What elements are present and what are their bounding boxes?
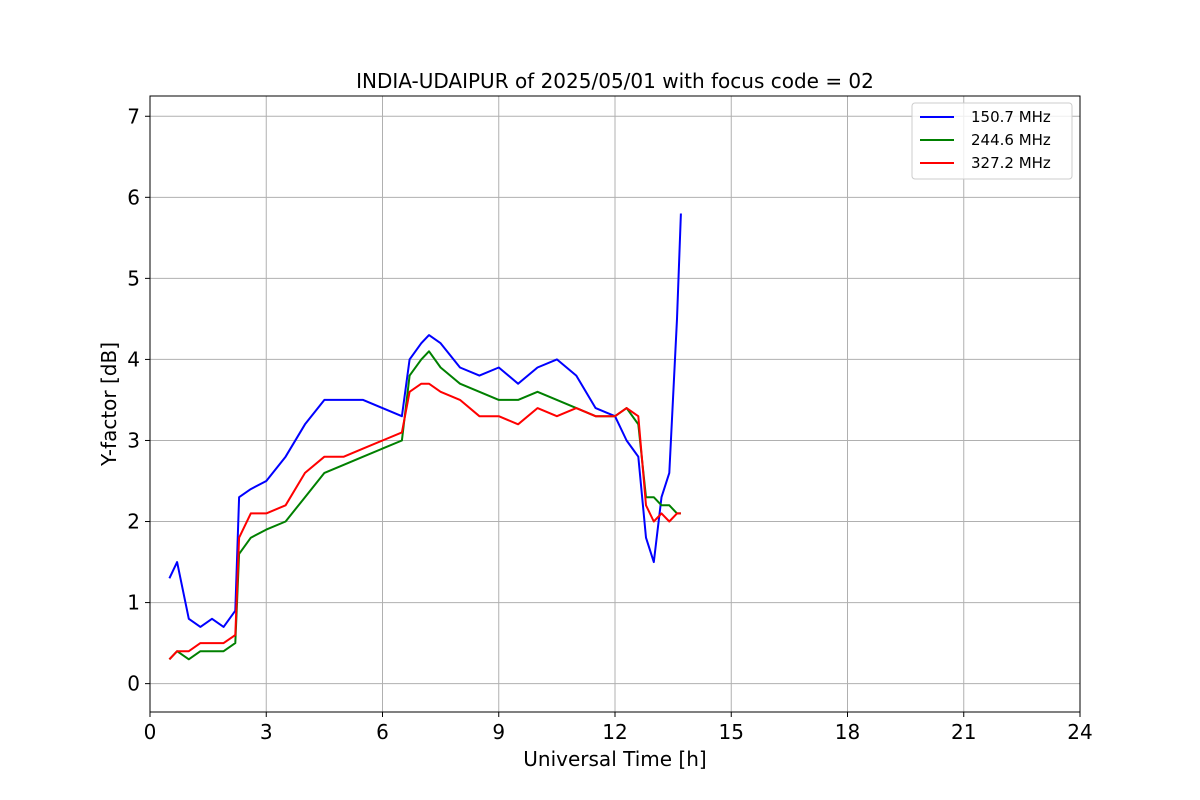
y-tick-label: 2 <box>127 510 140 534</box>
y-tick-label: 3 <box>127 428 140 452</box>
x-tick-label: 21 <box>951 720 976 744</box>
x-tick-label: 0 <box>144 720 157 744</box>
x-tick-label: 3 <box>260 720 273 744</box>
y-axis-label: Y-factor [dB] <box>97 342 121 467</box>
series-line-3 <box>168 382 681 660</box>
legend: 150.7 MHz 244.6 MHz 327.2 MHz <box>911 102 1073 180</box>
series-layer <box>168 213 682 661</box>
y-tick-label: 1 <box>127 591 140 615</box>
y-tick-label: 4 <box>127 347 140 371</box>
x-tick-label: 24 <box>1067 720 1092 744</box>
series-line-1 <box>168 213 682 628</box>
legend-label: 327.2 MHz <box>971 154 1051 172</box>
legend-label: 150.7 MHz <box>971 108 1051 126</box>
y-tick-label: 0 <box>127 672 140 696</box>
y-tick-label: 6 <box>127 185 140 209</box>
y-tick-label: 7 <box>127 104 140 128</box>
x-tick-label: 15 <box>719 720 744 744</box>
legend-label: 244.6 MHz <box>971 131 1051 149</box>
x-axis-label: Universal Time [h] <box>523 747 706 771</box>
x-tick-label: 12 <box>602 720 627 744</box>
chart-title: INDIA-UDAIPUR of 2025/05/01 with focus c… <box>356 69 874 93</box>
y-tick-label: 5 <box>127 266 140 290</box>
legend-box <box>911 102 1073 180</box>
x-tick-label: 18 <box>835 720 860 744</box>
x-tick-label: 9 <box>492 720 505 744</box>
x-tick-label: 6 <box>376 720 389 744</box>
